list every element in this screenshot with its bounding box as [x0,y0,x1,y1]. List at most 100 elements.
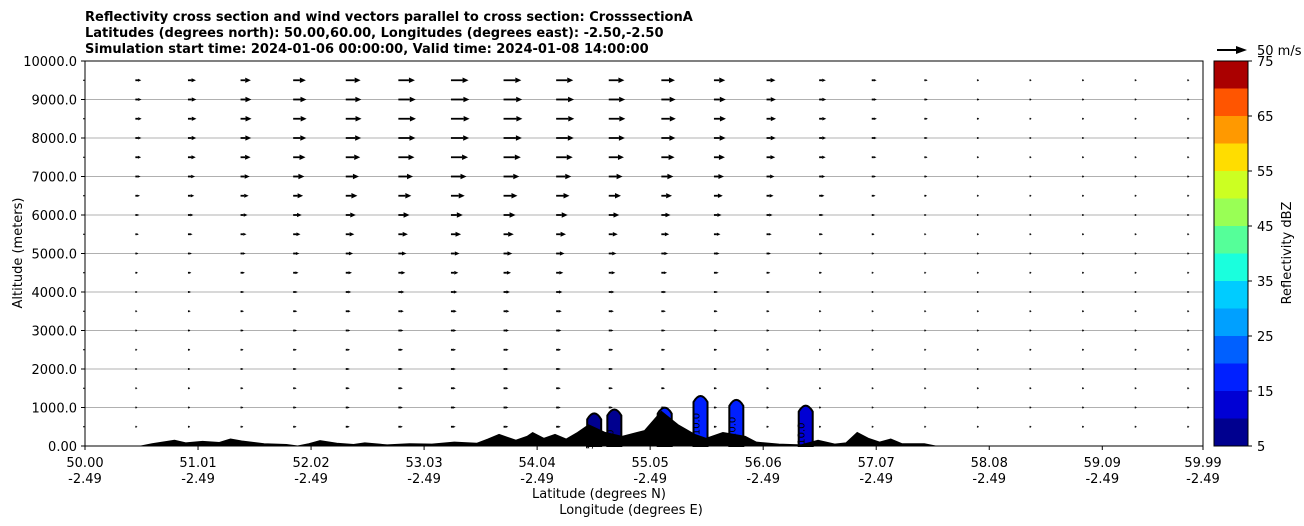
wind-vector-head [1135,79,1137,82]
wind-vector-head [1030,194,1032,197]
wind-vector-head [925,406,927,409]
wind-vector-head [1030,425,1032,428]
wind-vector-head [874,117,877,121]
wind-vector-head [977,406,979,409]
wind-vector-head [1030,233,1032,236]
wind-vector-head [822,78,826,82]
wind-vector-head [558,329,562,332]
wind-vector-head [1030,252,1032,255]
wind-vector-head [872,348,874,351]
wind-vector-head [295,310,298,313]
x-tick-label-longitude: -2.49 [407,472,441,487]
wind-vector-head [458,192,465,199]
wind-vector-head [463,135,470,141]
wind-vector-head [294,348,297,351]
wind-vector-head [977,175,979,178]
y-tick-label: 1000.0 [32,402,78,417]
title-line-2: Latitudes (degrees north): 50.00,60.00, … [85,26,664,41]
wind-vector-head [821,175,826,178]
wind-vector-head [669,115,676,122]
wind-vector-head [453,329,457,332]
wind-vector-head [136,387,138,390]
x-tick-label-longitude: -2.49 [1186,472,1220,487]
wind-vector-head [1030,156,1032,159]
wind-vector-head [188,387,191,390]
wind-vector-head [618,135,625,141]
wind-vector-head [453,348,456,352]
wind-vector-head [1083,291,1085,293]
wind-vector-head [400,309,404,313]
wind-vector-head [611,290,615,294]
wind-vector-head [1030,137,1032,139]
vector-key-label: 50 m/s [1257,44,1302,59]
x-tick-label-longitude: -2.49 [68,472,102,487]
wind-vector-head [1030,329,1032,332]
wind-vector-head [610,329,614,332]
wind-vector-head [977,271,979,274]
wind-vector-head [925,425,927,428]
wind-vector-head [347,387,350,390]
wind-vector-head [560,231,567,237]
wind-vector-head [350,212,356,218]
y-tick-label: 4000.0 [32,286,78,301]
wind-vector-head [977,425,979,428]
wind-vector-head [925,233,927,236]
wind-vector-head [462,77,469,84]
wind-vector-head [821,213,824,217]
vector-key-arrow-head [1236,46,1247,54]
x-tick-label-latitude: 51.01 [179,456,216,471]
wind-vector-head [241,406,244,409]
wind-vector-head [295,271,299,275]
wind-vector-head [610,367,614,371]
wind-vector-head [977,368,979,370]
wind-vector-head [403,212,410,218]
reflectivity-cell [692,395,709,447]
wind-vector-head [456,212,463,218]
contour-label: 10.0 [797,423,808,445]
wind-vector-head [189,310,191,313]
wind-vector-head [558,290,563,294]
wind-vector-head [506,309,510,313]
wind-vector-head [925,387,927,390]
wind-vector-head [667,173,674,180]
wind-vector-head [1135,156,1137,159]
wind-vector-head [244,174,250,179]
wind-vector-head [1135,406,1137,409]
wind-vector-head [136,329,138,332]
x-tick-label-longitude: -2.49 [746,472,780,487]
wind-vector-head [506,290,511,294]
wind-vector-head [405,192,412,199]
wind-vector-head [1188,252,1190,255]
gridlines [85,99,1203,408]
x-tick-label-latitude: 53.03 [405,456,442,471]
wind-vector-head [300,135,307,141]
wind-vector-head [505,329,509,332]
wind-vector-head [244,193,249,198]
wind-vector-head [241,329,244,332]
wind-vector-head [663,329,666,332]
wind-vector-head [872,329,874,332]
x-axis-label-latitude: Latitude (degrees N) [532,487,666,502]
colorbar-tick-label: 35 [1257,275,1274,290]
wind-vector-head [190,194,195,198]
wind-vector-head [508,231,514,237]
wind-vector-head [1188,117,1190,120]
wind-vector-head [715,368,718,370]
wind-vector-head [768,232,772,236]
colorbar-segment [1214,363,1248,391]
wind-vector-head [717,213,722,217]
wind-vector-head [768,271,771,274]
wind-vector-head [1083,348,1085,351]
wind-vector-head [872,310,874,313]
wind-vector-head [873,194,876,197]
wind-vector-head [663,368,666,370]
wind-vector-head [402,251,407,256]
wind-vector-head [505,406,509,409]
wind-vector-head [136,310,138,313]
wind-vector-head [925,291,927,293]
wind-vector-head [1188,175,1190,178]
x-tick-label-latitude: 50.00 [66,456,103,471]
wind-vector-head [715,310,718,313]
wind-vector-head [300,96,307,103]
y-tick-label: 8000.0 [32,132,78,147]
